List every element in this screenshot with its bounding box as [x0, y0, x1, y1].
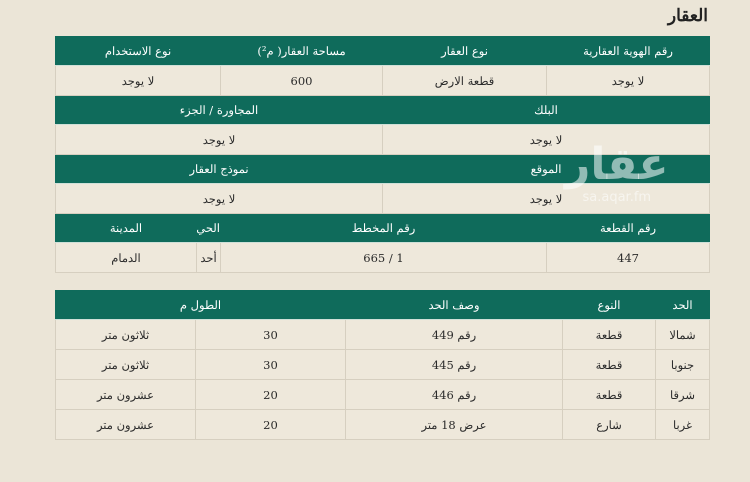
boundary-description: رقم 446: [345, 379, 563, 410]
boundary-length: 20: [195, 379, 346, 410]
header-city: المدينة: [54, 213, 198, 243]
boundary-direction: شمالا: [655, 319, 710, 350]
header-neighborhood-part: المجاورة / الجزء: [54, 95, 384, 125]
boundary-description: رقم 449: [345, 319, 563, 350]
boundary-type: قطعة: [562, 319, 656, 350]
header-district: الحي: [196, 213, 222, 243]
header-type: النوع: [562, 290, 656, 320]
header-length: الطول م: [55, 290, 346, 320]
boundary-description: عرض 18 متر: [345, 409, 563, 440]
boundary-length: 20: [195, 409, 346, 440]
header-description: وصف الحد: [345, 290, 563, 320]
header-plot-number: رقم القطعة: [546, 213, 711, 243]
boundary-description: رقم 445: [345, 349, 563, 380]
value-district: أحد: [196, 242, 222, 273]
section-title: العقار: [667, 6, 708, 26]
value-property-type: قطعة الارض: [382, 65, 548, 96]
header-block: البلك: [382, 95, 711, 125]
boundary-direction: شرقا: [655, 379, 710, 410]
property-table: رقم الهوية العقارية نوع العقار مساحة الع…: [54, 36, 711, 273]
value-usage-type: لا يوجد: [54, 65, 222, 96]
header-location: الموقع: [382, 154, 711, 184]
boundary-direction: جنوبا: [655, 349, 710, 380]
boundary-length-words: عشرون متر: [55, 409, 196, 440]
boundaries-table: الحد النوع وصف الحد الطول م شمالا قطعة ر…: [55, 290, 710, 440]
header-usage-type: نوع الاستخدام: [54, 36, 222, 66]
table-row: جنوبا قطعة رقم 445 30 ثلاثون متر: [55, 349, 710, 380]
boundary-direction: غربا: [655, 409, 710, 440]
boundary-length-words: ثلاثون متر: [55, 349, 196, 380]
boundary-type: قطعة: [562, 349, 656, 380]
header-property-type: نوع العقار: [382, 36, 548, 66]
value-block: لا يوجد: [382, 124, 711, 155]
value-plan-number: 1 / 665: [220, 242, 548, 273]
header-property-model: نموذج العقار: [54, 154, 384, 184]
header-boundary: الحد: [655, 290, 710, 320]
value-city: الدمام: [54, 242, 198, 273]
value-location: لا يوجد: [382, 183, 711, 214]
value-area: 600: [220, 65, 384, 96]
value-neighborhood-part: لا يوجد: [54, 124, 384, 155]
boundary-length: 30: [195, 319, 346, 350]
header-area: مساحة العقار( م²): [220, 36, 384, 66]
boundary-length-words: عشرون متر: [55, 379, 196, 410]
value-property-id: لا يوجد: [546, 65, 711, 96]
header-property-id: رقم الهوية العقارية: [546, 36, 711, 66]
table-row: شمالا قطعة رقم 449 30 ثلاثون متر: [55, 319, 710, 350]
table-row: شرقا قطعة رقم 446 20 عشرون متر: [55, 379, 710, 410]
value-property-model: لا يوجد: [54, 183, 384, 214]
boundary-type: قطعة: [562, 379, 656, 410]
boundary-type: شارع: [562, 409, 656, 440]
boundary-length-words: ثلاثون متر: [55, 319, 196, 350]
header-plan-number: رقم المخطط: [220, 213, 548, 243]
boundary-length: 30: [195, 349, 346, 380]
table-row: غربا شارع عرض 18 متر 20 عشرون متر: [55, 409, 710, 440]
value-plot-number: 447: [546, 242, 711, 273]
